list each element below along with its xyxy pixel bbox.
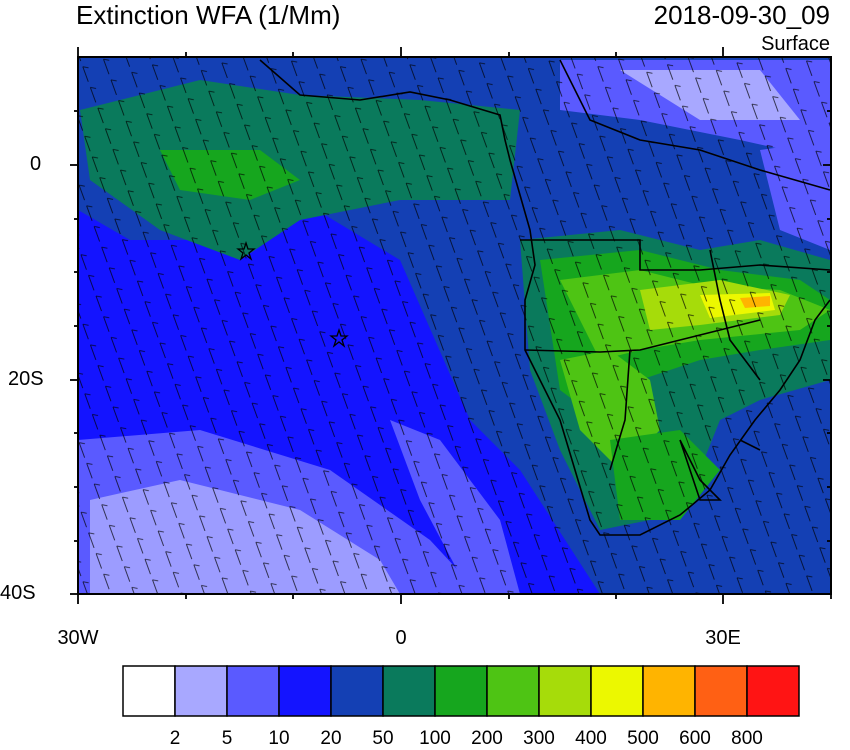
colorbar-label: 2 [169, 728, 181, 749]
colorbar-swatch [382, 665, 436, 717]
colorbar-label: 100 [419, 728, 451, 749]
colorbar-swatch [226, 665, 280, 717]
colorbar-swatch [746, 665, 800, 717]
colorbar-swatch [174, 665, 228, 717]
map-title: Extinction WFA (1/Mm) [76, 0, 341, 30]
colorbar-swatch [694, 665, 748, 717]
star-markers [236, 240, 349, 348]
colorbar-label: 800 [731, 728, 763, 749]
colorbar-label: 50 [372, 728, 394, 749]
colorbar-label: 5 [221, 728, 233, 749]
colorbar-swatch [486, 665, 540, 717]
y-tick-40s: 40S [0, 582, 36, 604]
star-icon [236, 240, 256, 261]
colorbar-swatch [330, 665, 384, 717]
colorbar-swatch [434, 665, 488, 717]
colorbar-label: 20 [320, 728, 342, 749]
colorbar-label: 200 [471, 728, 503, 749]
coastline [259, 59, 831, 536]
colorbar-label: 400 [575, 728, 607, 749]
colorbar-swatch [278, 665, 332, 717]
colorbar-swatch [642, 665, 696, 717]
y-tick-20s: 20S [8, 368, 44, 390]
x-tick-30e: 30E [705, 627, 741, 649]
star-icon [329, 327, 349, 348]
map-level: Surface [761, 33, 830, 55]
colorbar-label: 10 [268, 728, 290, 749]
map-datetime: 2018-09-30_09 [653, 0, 830, 30]
colorbar-label: 500 [627, 728, 659, 749]
colorbar-label: 300 [523, 728, 555, 749]
extinction-field [78, 57, 831, 594]
colorbar-swatch [122, 665, 176, 717]
x-tick-30w: 30W [57, 627, 99, 649]
y-tick-0: 0 [30, 153, 42, 175]
x-tick-0: 0 [395, 627, 407, 649]
axis-ticks [70, 47, 832, 604]
colorbar [122, 665, 800, 717]
colorbar-label: 600 [679, 728, 711, 749]
colorbar-swatch [590, 665, 644, 717]
colorbar-swatch [538, 665, 592, 717]
